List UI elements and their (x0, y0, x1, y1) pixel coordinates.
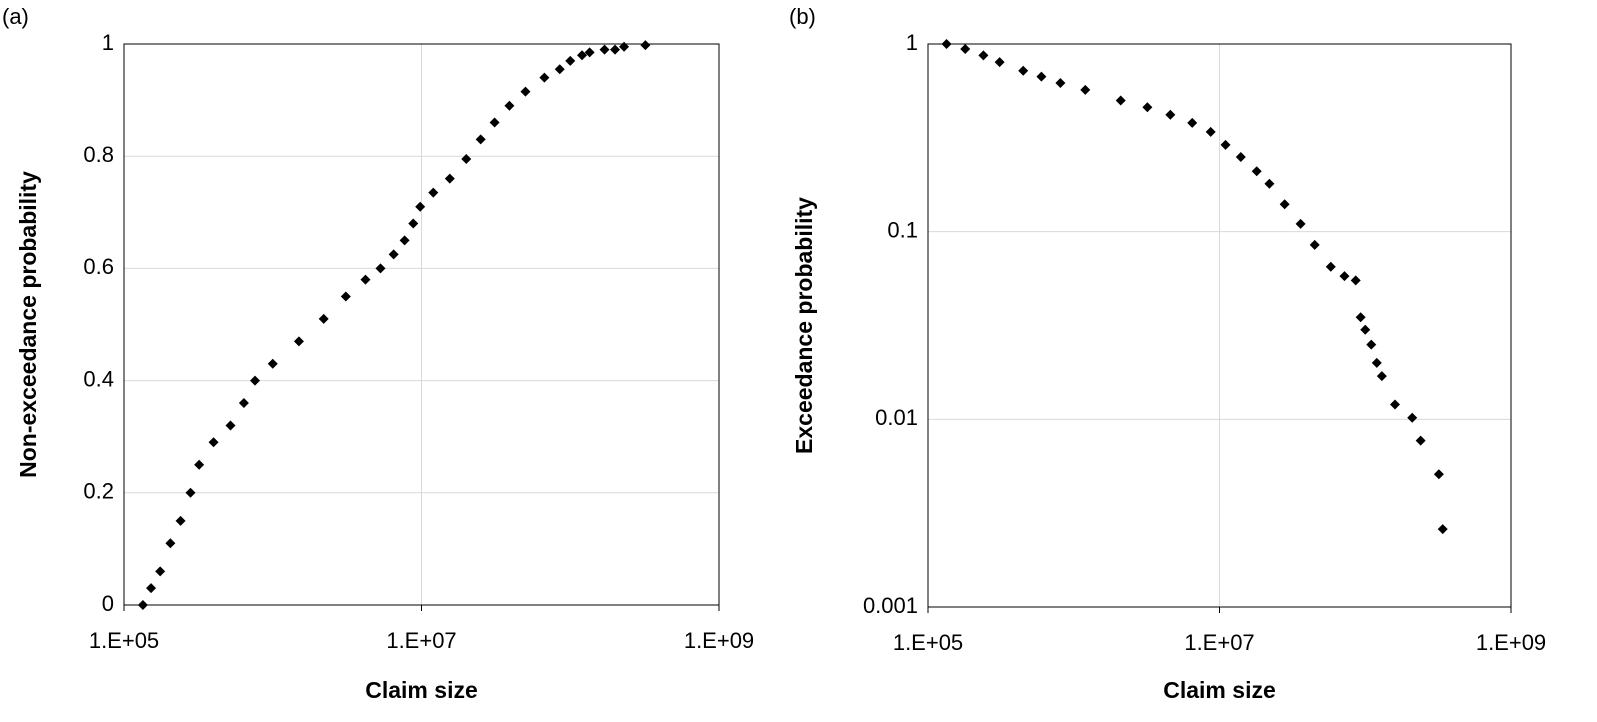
point (504, 100, 515, 111)
point (318, 313, 329, 324)
y-tick-label: 0.2 (83, 479, 114, 504)
x-tick-label: 1.E+09 (684, 628, 754, 653)
point (408, 218, 419, 229)
y-tick-label: 0.4 (83, 366, 114, 391)
y-tick-label: 0.6 (83, 254, 114, 279)
point (475, 134, 486, 145)
point (610, 44, 621, 55)
y-tick-label: 1 (102, 30, 114, 55)
point (1355, 312, 1366, 323)
point (1142, 102, 1153, 113)
point (146, 583, 157, 594)
x-tick-label: 1.E+07 (386, 628, 456, 653)
point (1205, 126, 1216, 137)
point (1187, 117, 1198, 128)
point (1295, 218, 1306, 229)
point (340, 291, 351, 302)
point (428, 187, 439, 198)
point (1407, 412, 1418, 423)
point (1325, 261, 1336, 272)
y-tick-label: 0 (102, 591, 114, 616)
point (375, 263, 386, 274)
point (208, 437, 219, 448)
point (1055, 77, 1066, 88)
point (577, 50, 588, 61)
point (175, 515, 186, 526)
point (155, 566, 166, 577)
point (960, 44, 971, 55)
x-tick-label: 1.E+05 (89, 628, 159, 653)
plot-frame (927, 43, 1512, 608)
point (388, 249, 399, 260)
point (520, 86, 531, 97)
point (584, 47, 595, 58)
y-tick-label: 0.1 (887, 217, 918, 242)
point (165, 538, 176, 549)
point (1376, 371, 1387, 382)
point (225, 420, 236, 431)
point (293, 336, 304, 347)
point (489, 117, 500, 128)
point (461, 154, 472, 165)
point (1036, 71, 1047, 82)
point (1115, 95, 1126, 106)
point (1371, 357, 1382, 368)
point (619, 41, 630, 52)
point (1415, 435, 1426, 446)
point (1080, 84, 1091, 95)
point (1309, 239, 1320, 250)
point (978, 50, 989, 61)
point (1437, 524, 1448, 535)
point (994, 57, 1005, 68)
point (599, 44, 610, 55)
plot-frame (123, 43, 720, 606)
point (1366, 339, 1377, 350)
point (1350, 275, 1361, 286)
point (1235, 151, 1246, 162)
y-tick-label: 0.8 (83, 142, 114, 167)
point (539, 72, 550, 83)
y-tick-label: 1 (906, 30, 918, 55)
y-axis-label: Non-exceedance probability (15, 171, 41, 478)
x-tick-label: 1.E+07 (1184, 630, 1254, 655)
point (1165, 109, 1176, 120)
point (1433, 469, 1444, 480)
y-tick-label: 0.01 (875, 405, 918, 430)
point (360, 274, 371, 285)
point (399, 235, 410, 246)
point (444, 173, 455, 184)
point (1251, 166, 1262, 177)
x-axis-label: Claim size (1163, 677, 1276, 703)
panel-label: (a) (2, 4, 29, 29)
x-axis-label: Claim size (365, 677, 478, 703)
y-axis-label: Exceedance probability (791, 197, 817, 454)
point (415, 201, 426, 212)
point (1390, 399, 1401, 410)
point (1264, 178, 1275, 189)
point (1018, 65, 1029, 76)
point (1339, 271, 1350, 282)
point (1279, 199, 1290, 210)
point (1360, 324, 1371, 335)
point (640, 40, 651, 51)
point (565, 55, 576, 66)
point (941, 39, 952, 49)
point (238, 398, 249, 409)
x-tick-label: 1.E+05 (893, 630, 963, 655)
panel-label: (b) (789, 4, 816, 29)
point (250, 375, 261, 386)
x-tick-label: 1.E+09 (1476, 630, 1546, 655)
y-tick-label: 0.001 (863, 593, 918, 618)
point (185, 487, 196, 498)
point (1220, 139, 1231, 150)
point (137, 600, 148, 610)
point (267, 358, 278, 369)
point (194, 459, 205, 470)
point (554, 64, 565, 75)
